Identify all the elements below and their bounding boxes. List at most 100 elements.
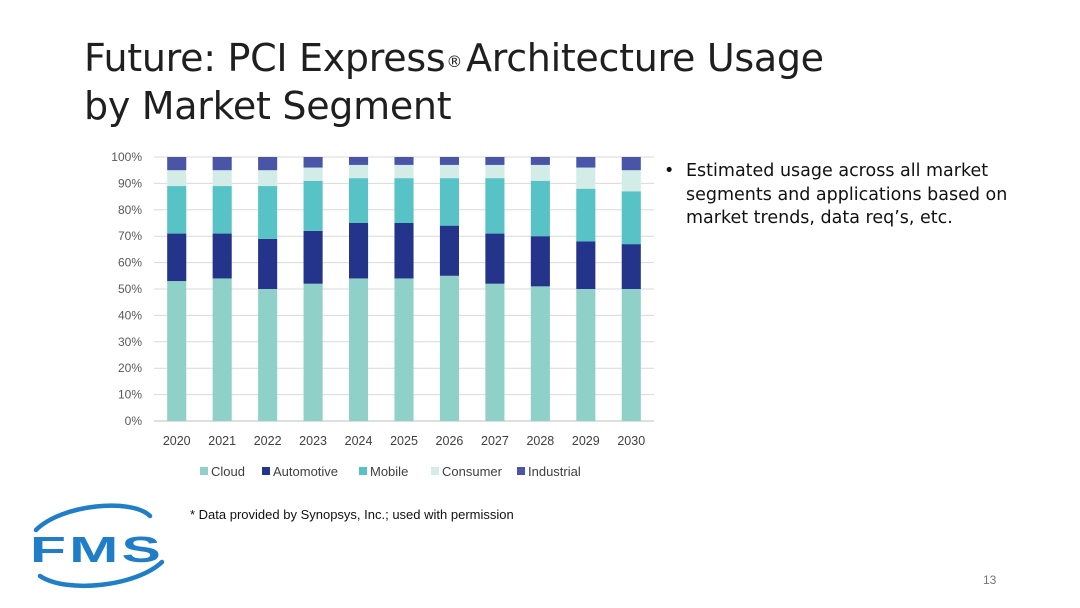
y-axis-ticks: 0% 10% 20% 30% 40% 50% 60% 70% 80% 90% 100% — [111, 150, 142, 428]
y-tick-label: 40% — [118, 308, 142, 322]
bar-segment-industrial-2029 — [576, 157, 596, 168]
bullet-marker: • — [664, 161, 675, 181]
bullet-text: Estimated usage across all market segmen… — [686, 161, 1008, 228]
title-line2: by Market Segment — [84, 84, 452, 128]
bar-segment-industrial-2023 — [303, 157, 323, 168]
bar-segment-automotive-2028 — [530, 236, 550, 287]
fms-logo-graphic: FMS — [30, 503, 165, 588]
bar-segment-cloud-2030 — [621, 289, 641, 421]
bar-segment-mobile-2022 — [258, 186, 278, 239]
y-tick-label: 0% — [125, 414, 143, 428]
y-tick-label: 80% — [118, 203, 142, 217]
bar-segment-consumer-2028 — [530, 164, 550, 181]
bar-segment-automotive-2021 — [212, 233, 232, 279]
chart-legend: Cloud Automotive Mobile Consumer Industrial — [200, 464, 581, 479]
x-tick-label: 2024 — [345, 434, 373, 448]
bar-segment-automotive-2030 — [621, 244, 641, 289]
registered-mark: ® — [446, 52, 463, 71]
title-line1-post: Architecture Usage — [466, 36, 824, 80]
bar-segment-automotive-2027 — [485, 233, 505, 284]
title-line1-pre: Future: PCI Express — [84, 36, 446, 80]
bar-segment-mobile-2025 — [394, 178, 414, 223]
bar-segment-mobile-2021 — [212, 186, 232, 234]
bar-segment-cloud-2021 — [212, 278, 232, 421]
bar-segment-consumer-2023 — [303, 167, 323, 181]
x-tick-label: 2023 — [299, 434, 327, 448]
slide-title: Future: PCI Express® Architecture Usage b… — [84, 34, 904, 130]
bar-segment-consumer-2029 — [576, 167, 596, 189]
legend-swatch-mobile — [359, 467, 367, 475]
bar-segment-cloud-2023 — [303, 283, 323, 421]
bar-segment-consumer-2026 — [439, 164, 459, 179]
bar-segment-consumer-2030 — [621, 170, 641, 192]
bar-segment-mobile-2027 — [485, 178, 505, 234]
chart-bars — [167, 157, 641, 421]
x-tick-label: 2020 — [163, 434, 191, 448]
bar-segment-automotive-2024 — [349, 223, 369, 279]
bar-segment-automotive-2025 — [394, 223, 414, 279]
bar-segment-industrial-2021 — [212, 157, 232, 171]
bar-segment-mobile-2026 — [439, 178, 459, 226]
legend-label-mobile: Mobile — [370, 464, 408, 479]
legend-swatch-industrial — [517, 467, 525, 475]
bullet-list: • Estimated usage across all market segm… — [664, 160, 1044, 231]
x-tick-label: 2022 — [254, 434, 282, 448]
bar-segment-consumer-2020 — [167, 170, 187, 187]
bar-segment-cloud-2025 — [394, 278, 414, 421]
bar-segment-cloud-2024 — [349, 278, 369, 421]
bar-segment-industrial-2020 — [167, 157, 187, 171]
legend-label-cloud: Cloud — [211, 464, 245, 479]
bar-segment-mobile-2020 — [167, 186, 187, 234]
y-tick-label: 50% — [118, 282, 142, 296]
y-tick-label: 60% — [118, 256, 142, 270]
bar-segment-consumer-2022 — [258, 170, 278, 187]
x-tick-label: 2029 — [572, 434, 600, 448]
bar-segment-industrial-2025 — [394, 157, 414, 165]
x-tick-label: 2028 — [526, 434, 554, 448]
bar-segment-mobile-2030 — [621, 191, 641, 245]
bar-segment-industrial-2030 — [621, 157, 641, 171]
y-tick-label: 70% — [118, 229, 142, 243]
bar-segment-industrial-2024 — [349, 157, 369, 165]
x-axis-ticks: 2020 2021 2022 2023 2024 2025 2026 2027 2028 2029… — [163, 434, 645, 448]
x-tick-label: 2030 — [617, 434, 645, 448]
legend-label-industrial: Industrial — [528, 464, 581, 479]
legend-swatch-automotive — [262, 467, 270, 475]
legend-label-consumer: Consumer — [442, 464, 503, 479]
bar-segment-industrial-2026 — [439, 157, 459, 165]
bar-segment-consumer-2025 — [394, 164, 414, 179]
footnote: * Data provided by Synopsys, Inc.; used … — [190, 507, 514, 522]
y-tick-label: 90% — [118, 176, 142, 190]
bar-segment-cloud-2029 — [576, 289, 596, 421]
bar-segment-automotive-2029 — [576, 241, 596, 289]
bar-segment-automotive-2026 — [439, 225, 459, 276]
bar-segment-industrial-2028 — [530, 157, 550, 165]
fms-logo: FMS — [22, 500, 172, 597]
x-tick-label: 2027 — [481, 434, 509, 448]
bullet-item: • Estimated usage across all market segm… — [664, 160, 1044, 231]
y-tick-label: 10% — [118, 388, 142, 402]
bar-segment-cloud-2020 — [167, 281, 187, 421]
bar-segment-cloud-2026 — [439, 275, 459, 421]
x-tick-label: 2025 — [390, 434, 418, 448]
x-tick-label: 2021 — [208, 434, 236, 448]
legend-swatch-consumer — [431, 467, 439, 475]
y-tick-label: 100% — [111, 150, 142, 164]
bar-segment-consumer-2027 — [485, 164, 505, 179]
bar-segment-industrial-2027 — [485, 157, 505, 165]
bar-segment-consumer-2021 — [212, 170, 232, 187]
bar-segment-cloud-2022 — [258, 289, 278, 421]
legend-label-automotive: Automotive — [273, 464, 338, 479]
bar-segment-automotive-2020 — [167, 233, 187, 282]
bar-segment-cloud-2027 — [485, 283, 505, 421]
logo-text: FMS — [30, 529, 164, 570]
page-number: 13 — [983, 573, 997, 587]
bar-segment-mobile-2024 — [349, 178, 369, 223]
bar-segment-cloud-2028 — [530, 286, 550, 421]
stacked-bar-chart: 0%10%20%30%40%50%60%70%80%90%100% 2020 20… — [111, 150, 654, 479]
bar-segment-automotive-2022 — [258, 238, 278, 289]
bar-segment-automotive-2023 — [303, 230, 323, 284]
legend-swatch-cloud — [200, 467, 208, 475]
bar-segment-mobile-2029 — [576, 188, 596, 242]
bar-segment-industrial-2022 — [258, 157, 278, 171]
